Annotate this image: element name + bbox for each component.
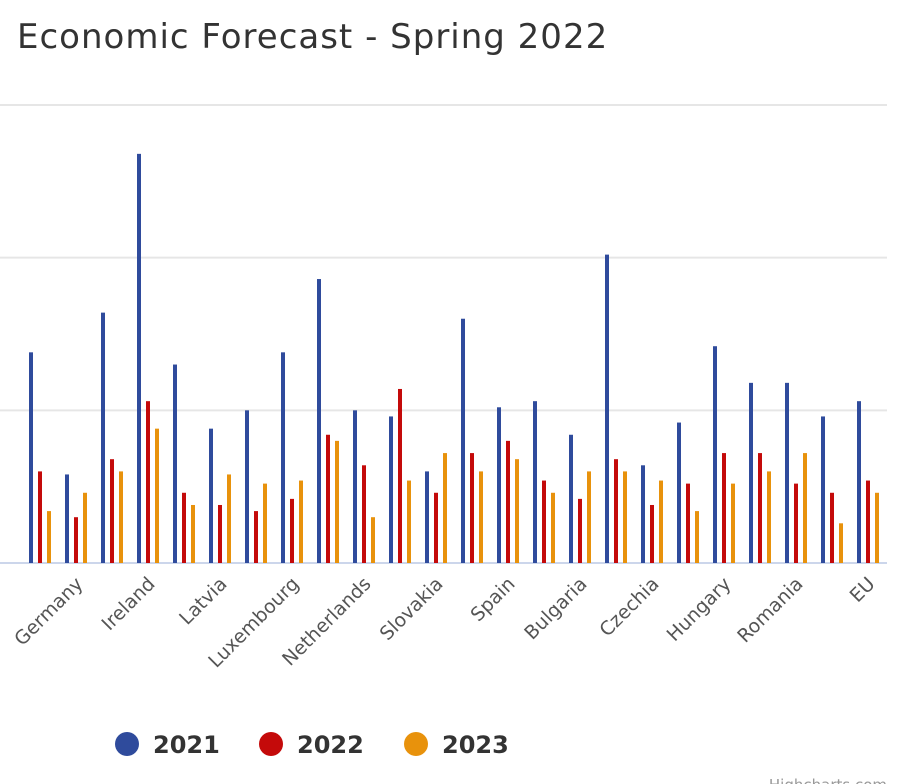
bar xyxy=(227,474,231,563)
bar xyxy=(65,474,69,563)
bar xyxy=(299,480,303,563)
bar xyxy=(425,471,429,563)
credits: Highcharts.com xyxy=(769,776,887,784)
x-tick-label: Germany xyxy=(10,573,87,650)
bar xyxy=(371,517,375,563)
bar xyxy=(758,453,762,563)
bar xyxy=(713,346,717,563)
bar xyxy=(677,422,681,563)
bar xyxy=(641,465,645,563)
bar xyxy=(209,428,213,563)
bar xyxy=(254,511,258,563)
x-tick-label: Bulgaria xyxy=(520,573,591,644)
bar xyxy=(83,492,87,563)
bar xyxy=(866,480,870,563)
x-tick-label: Spain xyxy=(466,573,519,626)
bar xyxy=(830,492,834,563)
bar xyxy=(74,517,78,563)
bar xyxy=(317,279,321,563)
bar xyxy=(767,471,771,563)
bar xyxy=(443,453,447,563)
bar xyxy=(146,401,150,563)
bar xyxy=(515,459,519,563)
bar xyxy=(290,498,294,563)
bar xyxy=(119,471,123,563)
bar xyxy=(434,492,438,563)
bar xyxy=(686,483,690,563)
bar xyxy=(335,440,339,563)
bar xyxy=(479,471,483,563)
bar xyxy=(218,504,222,563)
bar xyxy=(731,483,735,563)
bar xyxy=(281,352,285,563)
bar xyxy=(353,410,357,563)
bar xyxy=(506,440,510,563)
legend-label: 2022 xyxy=(297,731,364,759)
bar xyxy=(470,453,474,563)
legend-marker xyxy=(259,732,283,756)
bar xyxy=(875,492,879,563)
x-tick-label: Romania xyxy=(733,573,807,647)
bar xyxy=(749,382,753,563)
bar xyxy=(803,453,807,563)
bar xyxy=(533,401,537,563)
x-tick-label: Slovakia xyxy=(376,573,448,645)
legend-marker xyxy=(115,732,139,756)
bar xyxy=(110,459,114,563)
bar xyxy=(461,318,465,563)
bar xyxy=(155,428,159,563)
bar xyxy=(695,511,699,563)
x-tick-label: Hungary xyxy=(663,573,736,646)
bar xyxy=(578,498,582,563)
bar xyxy=(245,410,249,563)
bar xyxy=(569,434,573,563)
bar xyxy=(821,416,825,563)
bar xyxy=(857,401,861,563)
x-tick-label: EU xyxy=(846,573,880,607)
bar xyxy=(497,407,501,563)
bar xyxy=(263,483,267,563)
bar xyxy=(47,511,51,563)
bar xyxy=(191,504,195,563)
bar xyxy=(794,483,798,563)
bar xyxy=(398,388,402,563)
bar xyxy=(38,471,42,563)
bar xyxy=(551,492,555,563)
bar xyxy=(137,153,141,563)
bar xyxy=(587,471,591,563)
bar xyxy=(29,352,33,563)
bar xyxy=(605,254,609,563)
chart-title: Economic Forecast - Spring 2022 xyxy=(17,17,608,57)
legend-marker xyxy=(404,732,428,756)
x-tick-label: Ireland xyxy=(98,573,160,635)
bar xyxy=(407,480,411,563)
bar xyxy=(659,480,663,563)
bar xyxy=(362,465,366,563)
bar xyxy=(839,523,843,563)
legend-label: 2021 xyxy=(153,731,220,759)
bar xyxy=(101,312,105,563)
bar xyxy=(182,492,186,563)
bar xyxy=(389,416,393,563)
x-tick-label: Latvia xyxy=(175,573,231,629)
x-tick-label: Czechia xyxy=(595,573,663,641)
bar xyxy=(785,382,789,563)
bar xyxy=(614,459,618,563)
bar xyxy=(542,480,546,563)
bar xyxy=(173,364,177,563)
bar xyxy=(722,453,726,563)
bar xyxy=(650,504,654,563)
bar xyxy=(326,434,330,563)
bar xyxy=(623,471,627,563)
legend-label: 2023 xyxy=(442,731,509,759)
